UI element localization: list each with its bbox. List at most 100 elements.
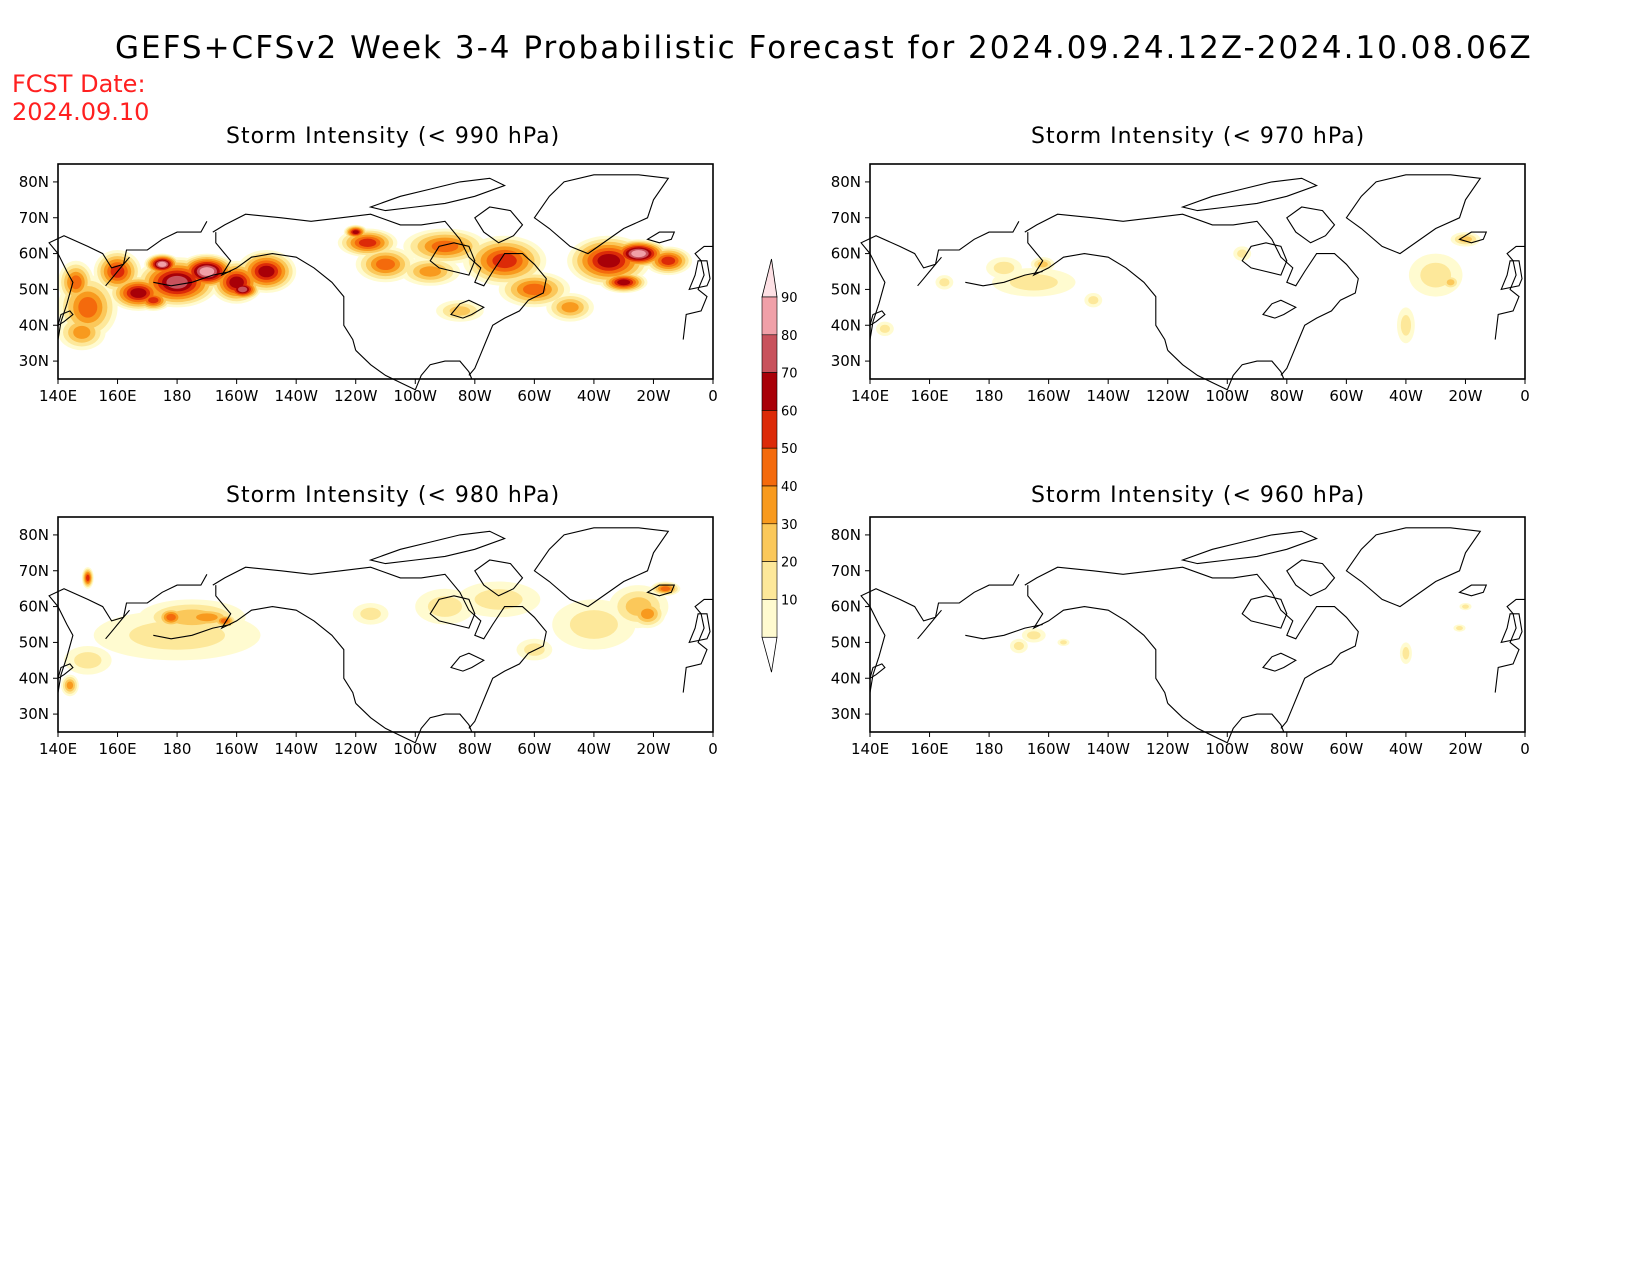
coastline-europe — [1494, 598, 1525, 693]
coastline-greenland — [533, 174, 670, 255]
colorbar-swatch — [761, 485, 778, 525]
coastline-iceland — [1458, 584, 1488, 597]
map-frame — [869, 516, 1526, 733]
coastline-baffin — [1286, 206, 1336, 244]
coastline-greenland — [533, 527, 670, 608]
main-title: GEFS+CFSv2 Week 3-4 Probabilistic Foreca… — [115, 30, 1533, 66]
coastline-gulf — [1226, 713, 1285, 744]
prob-contour-level-3 — [66, 681, 74, 690]
lon-tick-label: 120W — [334, 740, 378, 758]
lat-tick-label: 30N — [19, 352, 49, 370]
colorbar-swatch — [761, 372, 778, 411]
prob-contour-level-3 — [73, 325, 91, 339]
coastlines — [48, 174, 713, 391]
coastline-hudson — [1241, 595, 1288, 629]
lon-tick-label: 100W — [394, 387, 438, 405]
coastlines — [860, 527, 1525, 744]
coastline-lakes — [1262, 299, 1297, 319]
coastline-mexico — [1167, 349, 1228, 391]
lat-tick-label: 30N — [831, 705, 861, 723]
lon-tick-label: 120W — [1146, 387, 1190, 405]
lon-tick-label: 40W — [1389, 387, 1423, 405]
map-panel-980: 140E 160E 180 160W 140W 120W 100W 80W 60W 40W 20W 0… — [19, 516, 718, 758]
prob-contour-level-6 — [258, 265, 275, 278]
coastline-islands1 — [1180, 177, 1319, 212]
map-panel-990: 140E 160E 180 160W 140W 120W 100W 80W 60W 40W 20W 0… — [19, 163, 718, 405]
colorbar-lower-triangle — [761, 636, 778, 673]
lon-tick-label: 160W — [1027, 740, 1071, 758]
coastline-kamchatka — [105, 256, 130, 287]
lat-tick-label: 60N — [831, 245, 861, 263]
lat-tick-label: 60N — [19, 598, 49, 616]
lat-tick-label: 50N — [831, 280, 861, 298]
coastline-gulf — [1226, 360, 1285, 391]
lat-tick-label: 30N — [19, 705, 49, 723]
lon-tick-label: 0 — [708, 740, 718, 758]
colorbar-label: 80 — [781, 329, 798, 344]
lon-tick-label: 180 — [163, 387, 192, 405]
probability-shading — [61, 567, 681, 697]
prob-contour-level-4 — [523, 283, 546, 296]
lon-tick-label: 20W — [1448, 387, 1482, 405]
prob-contour-level-4 — [70, 275, 82, 290]
prob-contour-level-1 — [474, 589, 523, 610]
colorbar-swatch — [761, 410, 778, 449]
lat-tick-label: 80N — [831, 526, 861, 544]
coastline-northamerica — [1024, 213, 1359, 376]
lon-tick-label: 180 — [975, 387, 1004, 405]
prob-contour-level-8 — [199, 267, 215, 276]
lon-tick-label: 40W — [1389, 740, 1423, 758]
prob-contour-level-3 — [196, 613, 218, 622]
lon-tick-label: 0 — [1520, 387, 1530, 405]
lat-tick-label: 70N — [19, 209, 49, 227]
coastline-gulf — [414, 360, 473, 391]
map-frame — [57, 163, 714, 380]
lon-tick-label: 140W — [274, 740, 318, 758]
panel-title-960: Storm Intensity (< 960 hPa) — [1031, 483, 1366, 508]
lon-tick-label: 140E — [851, 740, 889, 758]
coastline-lakes — [1262, 652, 1297, 672]
coastline-japan — [57, 663, 74, 680]
lon-tick-label: 20W — [636, 387, 670, 405]
colorbar-label: 70 — [781, 367, 798, 382]
prob-contour-level-5 — [358, 238, 377, 247]
prob-contour-level-5 — [148, 297, 159, 304]
lon-tick-label: 80W — [1270, 740, 1304, 758]
prob-contour-level-3 — [419, 266, 442, 277]
lon-tick-label: 160E — [98, 387, 136, 405]
prob-contour-level-5 — [86, 574, 90, 581]
coastline-kamchatka — [917, 609, 942, 640]
lon-tick-label: 100W — [1206, 387, 1250, 405]
lon-tick-label: 120W — [334, 387, 378, 405]
colorbar-label: 30 — [781, 518, 798, 533]
coastline-europe — [682, 245, 713, 340]
coastline-baffin — [1286, 559, 1336, 597]
prob-contour-level-5 — [492, 253, 517, 269]
lat-tick-label: 80N — [831, 173, 861, 191]
lon-tick-label: 60W — [1329, 387, 1363, 405]
prob-contour-level-7 — [238, 286, 248, 293]
coastline-iceland — [1458, 231, 1488, 244]
coastline-lakes — [450, 299, 485, 319]
prob-contour-level-1 — [360, 607, 381, 620]
prob-contour-level-1 — [1088, 296, 1099, 305]
lat-tick-label: 70N — [19, 562, 49, 580]
coastline-japan — [869, 663, 886, 680]
prob-contour-level-1 — [939, 278, 950, 287]
colorbar-label: 60 — [781, 404, 798, 419]
prob-contour-level-5 — [661, 256, 676, 265]
lon-tick-label: 40W — [577, 740, 611, 758]
lon-tick-label: 160W — [215, 740, 259, 758]
coastline-asia — [860, 221, 1020, 340]
colorbar-label: 20 — [781, 556, 798, 571]
lat-tick-label: 60N — [831, 598, 861, 616]
lat-tick-label: 40N — [19, 316, 49, 334]
lon-tick-label: 40W — [577, 387, 611, 405]
lat-tick-label: 60N — [19, 245, 49, 263]
coastline-uk — [688, 260, 711, 291]
coastlines — [860, 174, 1525, 391]
colorbar-swatch — [761, 334, 778, 373]
prob-contour-level-8 — [631, 250, 646, 258]
prob-contour-level-1 — [569, 610, 618, 639]
lon-tick-label: 60W — [517, 387, 551, 405]
